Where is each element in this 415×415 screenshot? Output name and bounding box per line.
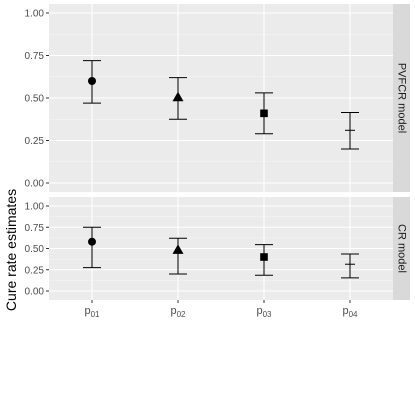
estimate-p04 xyxy=(341,111,359,150)
point-marker-triangle xyxy=(172,91,184,102)
y-tick-label: 0.75 xyxy=(25,223,45,234)
estimate-p03 xyxy=(255,92,273,135)
x-tick-label: p04 xyxy=(342,305,358,319)
y-tick-label: 0.50 xyxy=(25,94,45,105)
y-tick-label: 0.75 xyxy=(25,51,45,62)
estimate-p01 xyxy=(83,226,101,269)
y-tick-label: 1.00 xyxy=(25,202,45,213)
y-tick-label: 0.25 xyxy=(25,136,45,147)
point-marker-triangle xyxy=(172,244,184,254)
y-axis-label: Cure rate estimates xyxy=(3,189,19,311)
point-marker-circle xyxy=(88,77,96,85)
estimate-p01 xyxy=(83,60,101,104)
x-tick-label: p02 xyxy=(170,305,186,319)
facet-strip-label: PVFCR model xyxy=(396,63,408,133)
facet-panel-1: 0.00 0.25 0.50 0.75 1.00 PVFCR model xyxy=(25,4,410,192)
x-tick-label: p03 xyxy=(256,305,272,319)
y-tick-label: 1.00 xyxy=(25,9,45,20)
point-marker-circle xyxy=(88,237,96,246)
facet-strip xyxy=(393,197,410,300)
facet-strip-label: CR model xyxy=(396,224,408,273)
y-tick-label: 0.50 xyxy=(25,244,45,255)
point-marker-square xyxy=(260,253,268,261)
estimate-p03 xyxy=(255,244,273,276)
x-axis-ticks: p01 p02 p03 p04 xyxy=(84,300,358,319)
facet-strip xyxy=(393,4,410,192)
estimate-p04 xyxy=(341,253,359,279)
facet-panel-2: 0.00 0.25 0.50 0.75 1.00 CR model xyxy=(25,197,410,300)
x-tick-label: p01 xyxy=(84,305,100,319)
y-tick-label: 0.25 xyxy=(25,265,45,276)
y-tick-label: 0.00 xyxy=(25,179,45,190)
estimate-p02 xyxy=(169,237,187,275)
estimate-p02 xyxy=(169,77,187,120)
point-marker-square xyxy=(260,109,268,118)
y-tick-label: 0.00 xyxy=(25,287,45,298)
